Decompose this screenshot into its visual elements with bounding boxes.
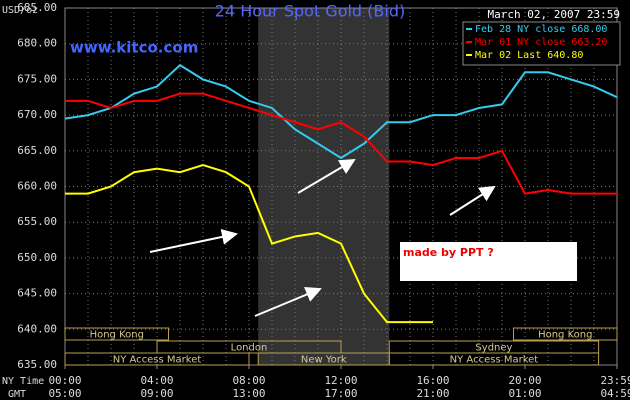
- x2-axis-label: GMT: [8, 389, 26, 400]
- y-tick-label: 645.00: [17, 287, 57, 300]
- session-label: New York: [301, 355, 347, 366]
- x2-tick-label: 05:00: [48, 387, 81, 400]
- chart-title: 24 Hour Spot Gold (Bid): [215, 2, 405, 21]
- session-label: Hong Kong: [538, 330, 592, 341]
- session-bar: [388, 352, 600, 366]
- legend-label: Mar 02 Last 640.80: [475, 50, 583, 61]
- legend-label: Mar 01 NY close 663.20: [475, 37, 607, 48]
- y-tick-label: 680.00: [17, 37, 57, 50]
- y-axis-label: USD/oz: [2, 5, 38, 16]
- y-tick-label: 640.00: [17, 322, 57, 335]
- arrow: [149, 229, 238, 253]
- arrow: [449, 185, 496, 216]
- x2-tick-label: 17:00: [324, 387, 357, 400]
- session-label: Sydney: [475, 343, 512, 354]
- y-tick-label: 660.00: [17, 180, 57, 193]
- session-label: NY Access Market: [113, 355, 202, 366]
- series-line: [64, 63, 618, 160]
- x2-tick-label: 01:00: [508, 387, 541, 400]
- x-tick-label: 04:00: [140, 374, 173, 387]
- x-axis-label: NY Time: [2, 376, 44, 387]
- x2-tick-label: 04:59: [600, 387, 630, 400]
- x2-tick-label: 09:00: [140, 387, 173, 400]
- site-label: www.kitco.com: [70, 39, 198, 57]
- y-tick-label: 670.00: [17, 108, 57, 121]
- session-bar: [64, 327, 169, 341]
- series-line: [65, 92, 617, 195]
- arrows: [149, 158, 496, 317]
- annotation: made by PPT ?: [403, 246, 494, 259]
- series-line: [65, 164, 433, 324]
- legend: [462, 21, 621, 66]
- session-bar: [513, 327, 618, 341]
- arrow: [254, 286, 322, 317]
- session-label: London: [231, 343, 268, 354]
- x-tick-label: 16:00: [416, 374, 449, 387]
- arrow: [297, 158, 356, 194]
- x2-tick-label: 13:00: [232, 387, 265, 400]
- legend-label: Feb 28 NY close 668.00: [475, 24, 607, 35]
- y-tick-label: 655.00: [17, 215, 57, 228]
- x-tick-label: 20:00: [508, 374, 541, 387]
- session-label: NY Access Market: [450, 355, 539, 366]
- y-tick-label: 650.00: [17, 251, 57, 264]
- x-tick-label: 00:00: [48, 374, 81, 387]
- annotation-box: [400, 242, 577, 281]
- y-tick-label: 665.00: [17, 144, 57, 157]
- x-tick-label: 08:00: [232, 374, 265, 387]
- x-tick-label: 12:00: [324, 374, 357, 387]
- x-tick-label: 23:59: [600, 374, 630, 387]
- y-tick-label: 635.00: [17, 358, 57, 371]
- y-tick-label: 685.00: [17, 1, 57, 14]
- y-tick-label: 675.00: [17, 72, 57, 85]
- date-label: March 02, 2007 23:59: [488, 8, 620, 21]
- x2-tick-label: 21:00: [416, 387, 449, 400]
- session-label: Hong Kong: [90, 330, 144, 341]
